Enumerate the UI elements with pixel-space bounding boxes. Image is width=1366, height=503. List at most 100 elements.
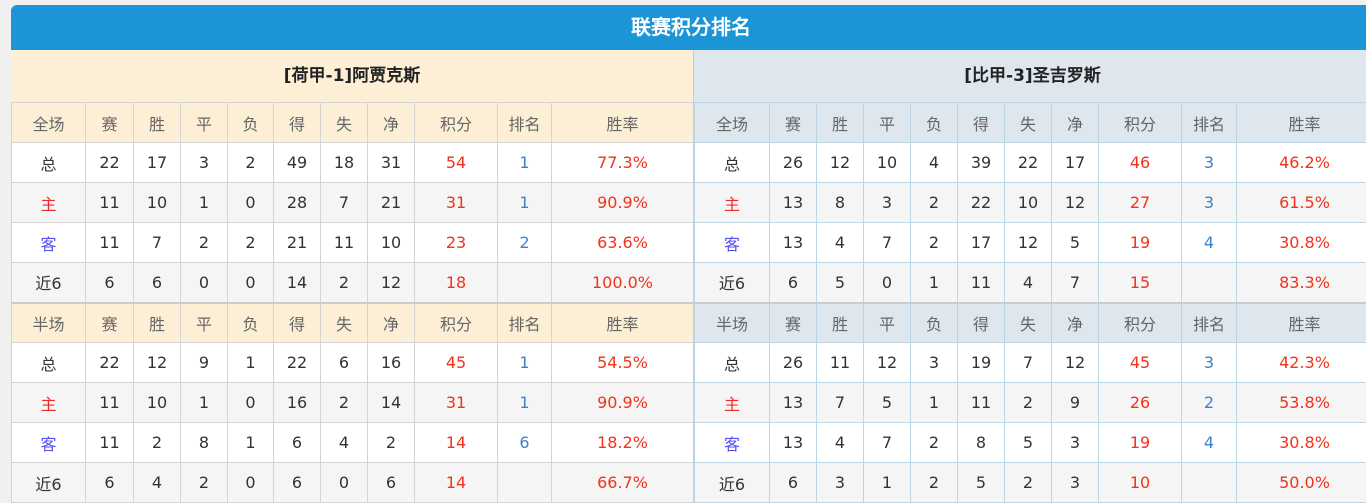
header-full: 全场 <box>694 102 770 143</box>
column-header: 胜率 <box>551 301 694 343</box>
stat-cell: 23 <box>414 222 498 263</box>
column-header: 排名 <box>497 102 552 143</box>
stat-cell <box>497 262 552 303</box>
column-header: 胜 <box>816 102 864 143</box>
row-label: 近6 <box>11 262 86 303</box>
stat-cell: 2 <box>180 462 228 503</box>
stat-cell: 2 <box>497 222 552 263</box>
row-label: 客 <box>694 422 770 463</box>
stat-cell: 49 <box>273 142 321 183</box>
stat-cell: 0 <box>227 182 274 223</box>
stat-cell: 19 <box>1098 422 1182 463</box>
stat-cell: 63.6% <box>551 222 694 263</box>
stat-cell: 16 <box>273 382 321 423</box>
stat-cell: 31 <box>414 382 498 423</box>
column-header: 赛 <box>769 102 817 143</box>
table-row: 近6 6 5 0 1 11 4 7 15 83.3% <box>694 262 1366 303</box>
stat-cell: 7 <box>133 222 181 263</box>
stat-cell: 7 <box>320 182 368 223</box>
stat-cell: 7 <box>816 382 864 423</box>
stat-cell: 4 <box>133 462 181 503</box>
stat-cell: 4 <box>320 422 368 463</box>
stat-cell: 8 <box>957 422 1005 463</box>
column-header: 负 <box>910 301 958 343</box>
stat-cell: 31 <box>414 182 498 223</box>
table-row: 客 11 2 8 1 6 4 2 14 6 18.2% <box>11 422 694 463</box>
header-row-half: 半场赛胜平负得失净积分 排名 胜率 <box>694 301 1366 343</box>
row-label: 总 <box>694 142 770 183</box>
column-header: 平 <box>180 301 228 343</box>
header-full: 全场 <box>11 102 86 143</box>
stat-cell: 61.5% <box>1236 182 1366 223</box>
stat-cell: 1 <box>227 422 274 463</box>
column-header: 积分 <box>414 102 498 143</box>
stat-cell: 14 <box>367 382 415 423</box>
stat-cell: 0 <box>863 262 911 303</box>
stat-cell: 6 <box>769 462 817 503</box>
column-header: 平 <box>863 102 911 143</box>
stat-cell: 5 <box>1051 222 1099 263</box>
team-name: [荷甲-1]阿贾克斯 <box>11 50 693 102</box>
stat-cell: 21 <box>273 222 321 263</box>
stat-cell: 14 <box>273 262 321 303</box>
stat-cell: 3 <box>863 182 911 223</box>
table-row: 总 26 11 12 3 19 7 12 45 3 42.3% <box>694 342 1366 383</box>
stat-cell: 1 <box>227 342 274 383</box>
stat-cell: 9 <box>1051 382 1099 423</box>
column-header: 平 <box>863 301 911 343</box>
column-header: 积分 <box>1098 102 1182 143</box>
stat-cell: 50.0% <box>1236 462 1366 503</box>
row-label: 主 <box>11 182 86 223</box>
stat-cell: 11 <box>85 422 134 463</box>
column-header: 胜率 <box>551 102 694 143</box>
stat-cell: 18.2% <box>551 422 694 463</box>
stat-cell: 15 <box>1098 262 1182 303</box>
row-label: 客 <box>11 222 86 263</box>
stat-cell: 2 <box>320 382 368 423</box>
stat-cell <box>1181 462 1237 503</box>
header-half: 半场 <box>11 301 86 343</box>
stat-cell: 22 <box>85 342 134 383</box>
column-header: 平 <box>180 102 228 143</box>
stat-cell: 30.8% <box>1236 222 1366 263</box>
stat-cell: 6 <box>497 422 552 463</box>
stat-cell: 3 <box>1181 142 1237 183</box>
stat-cell: 45 <box>1098 342 1182 383</box>
column-header: 负 <box>227 102 274 143</box>
stat-cell: 4 <box>1181 422 1237 463</box>
column-header: 赛 <box>85 102 134 143</box>
stat-cell: 0 <box>227 262 274 303</box>
stat-cell: 45 <box>414 342 498 383</box>
stat-cell: 3 <box>1181 182 1237 223</box>
column-header: 得 <box>273 301 321 343</box>
stat-cell: 53.8% <box>1236 382 1366 423</box>
stat-cell: 10 <box>863 142 911 183</box>
stat-cell: 22 <box>957 182 1005 223</box>
column-header: 得 <box>273 102 321 143</box>
stat-cell: 11 <box>816 342 864 383</box>
row-label: 近6 <box>694 462 770 503</box>
stat-cell: 7 <box>1004 342 1052 383</box>
row-label: 总 <box>11 342 86 383</box>
stat-cell: 3 <box>180 142 228 183</box>
table-row: 客 13 4 7 2 8 5 3 19 4 30.8% <box>694 422 1366 463</box>
stat-cell: 1 <box>180 382 228 423</box>
stat-cell: 0 <box>227 382 274 423</box>
stat-cell: 26 <box>769 142 817 183</box>
table-row: 主 13 7 5 1 11 2 9 26 2 53.8% <box>694 382 1366 423</box>
row-label: 主 <box>694 182 770 223</box>
stat-cell: 10 <box>1098 462 1182 503</box>
stat-cell: 31 <box>367 142 415 183</box>
stat-cell: 12 <box>816 142 864 183</box>
header-row-full: 全场赛胜平负得失净积分 排名 胜率 <box>11 102 694 143</box>
stat-cell: 17 <box>1051 142 1099 183</box>
stat-cell: 13 <box>769 422 817 463</box>
stat-cell: 5 <box>816 262 864 303</box>
stat-cell: 28 <box>273 182 321 223</box>
team-name: [比甲-3]圣吉罗斯 <box>694 50 1366 102</box>
stat-cell: 6 <box>769 262 817 303</box>
stat-cell: 22 <box>85 142 134 183</box>
table-row: 主 13 8 3 2 22 10 12 27 3 61.5% <box>694 182 1366 223</box>
stat-cell: 17 <box>957 222 1005 263</box>
stat-cell: 19 <box>1098 222 1182 263</box>
